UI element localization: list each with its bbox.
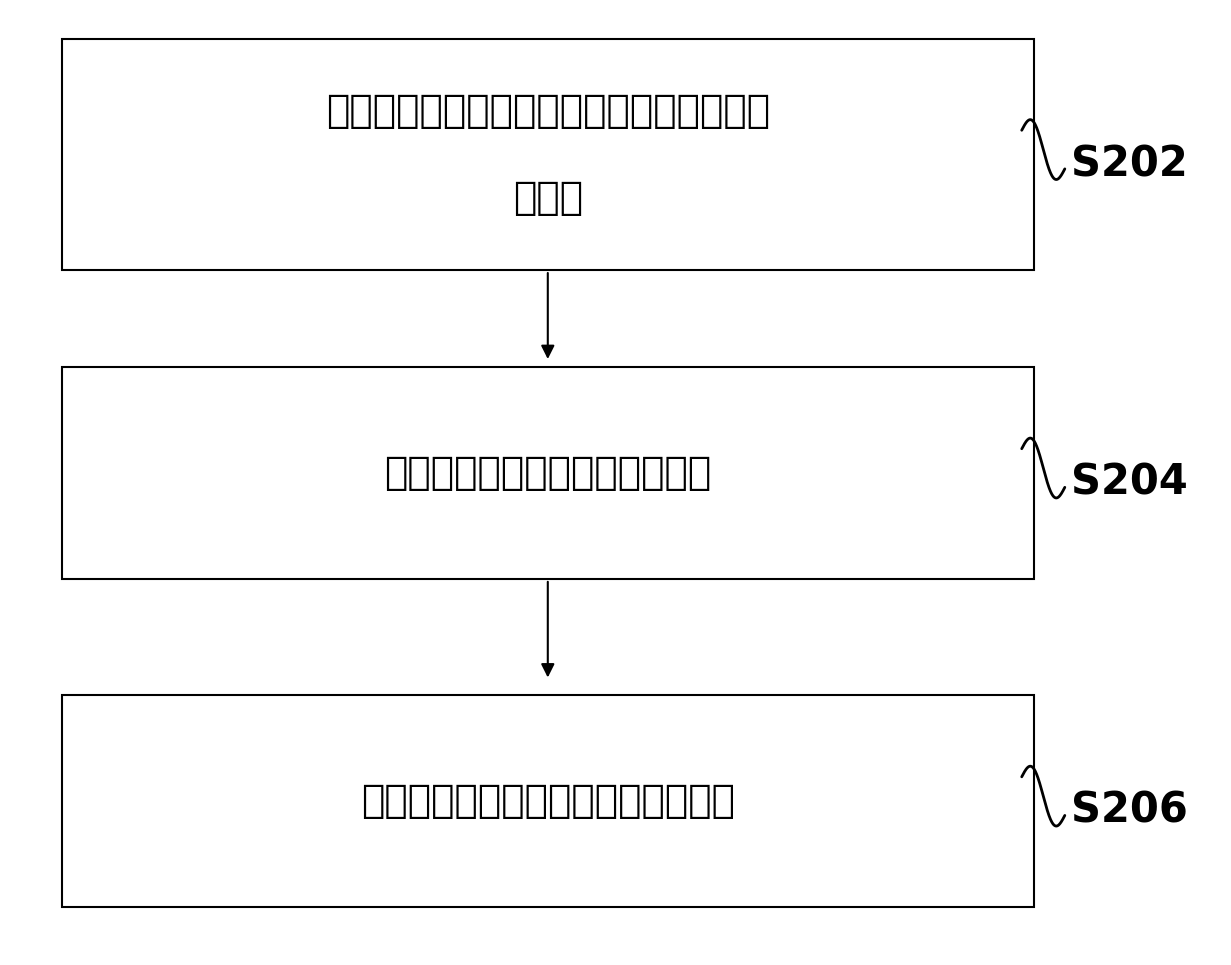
Text: 压信号: 压信号 [513, 179, 582, 217]
Text: S206: S206 [1071, 789, 1188, 832]
Text: 根据电压信号生成相位调节信号: 根据电压信号生成相位调节信号 [384, 454, 712, 492]
Bar [62, 39, 1034, 270]
Bar [62, 695, 1034, 907]
Text: 采集电机相位的控制电路中的采样电阻的电: 采集电机相位的控制电路中的采样电阻的电 [326, 92, 769, 130]
Bar [62, 367, 1034, 579]
Text: 输出相位调节信号以调节电机的相位: 输出相位调节信号以调节电机的相位 [361, 782, 735, 820]
Text: S204: S204 [1071, 461, 1188, 504]
Text: S202: S202 [1071, 143, 1188, 185]
